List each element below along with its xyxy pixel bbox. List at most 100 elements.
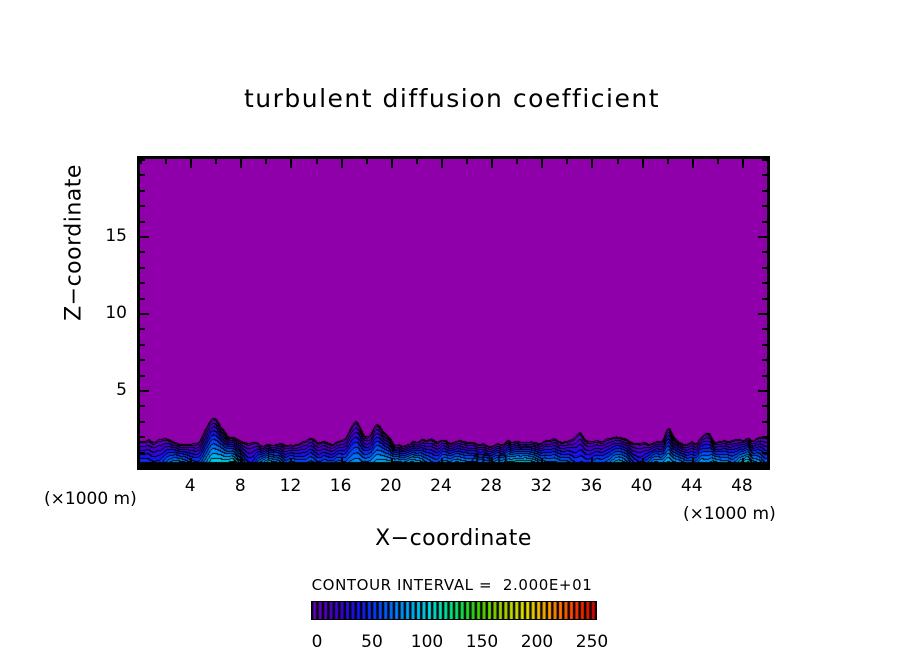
tick-mark xyxy=(240,458,243,467)
tick-mark xyxy=(762,467,767,469)
x-tick-label: 48 xyxy=(731,476,753,496)
tick-mark xyxy=(758,313,767,315)
tick-mark xyxy=(140,236,149,238)
x-tick-label: 44 xyxy=(680,476,703,496)
x-tick-label: 28 xyxy=(480,476,502,496)
colorbar-tick-label: 100 xyxy=(410,632,444,652)
tick-mark xyxy=(140,159,145,161)
tick-mark xyxy=(466,462,469,467)
tick-mark xyxy=(365,462,368,467)
tick-mark xyxy=(762,374,767,377)
tick-mark xyxy=(762,420,767,423)
tick-mark xyxy=(691,458,694,467)
tick-mark xyxy=(140,467,145,469)
tick-mark xyxy=(140,189,145,192)
tick-mark xyxy=(390,458,393,467)
tick-mark xyxy=(762,251,767,254)
tick-mark xyxy=(691,159,694,168)
tick-mark xyxy=(491,458,494,467)
contour-interval-caption: CONTOUR INTERVAL = 2.000E+01 xyxy=(311,576,593,594)
tick-mark xyxy=(140,374,145,377)
x-axis-title: X−coordinate xyxy=(375,526,532,551)
colorbar-tick-label: 250 xyxy=(575,632,609,652)
tick-mark xyxy=(415,462,418,467)
x-tick-label: 24 xyxy=(430,476,452,496)
tick-mark xyxy=(762,205,767,208)
x-tick-label: 16 xyxy=(329,476,352,496)
tick-mark xyxy=(265,159,268,164)
tick-mark xyxy=(762,297,767,300)
x-tick-label: 32 xyxy=(530,476,553,496)
tick-mark xyxy=(365,159,368,164)
tick-mark xyxy=(140,390,149,392)
tick-mark xyxy=(666,462,669,467)
tick-mark xyxy=(762,343,767,346)
tick-mark xyxy=(666,159,669,164)
tick-mark xyxy=(340,159,343,168)
x-tick-label: 36 xyxy=(580,476,603,496)
tick-mark xyxy=(541,159,544,168)
tick-mark xyxy=(741,458,744,467)
tick-mark xyxy=(190,458,193,467)
tick-mark xyxy=(140,436,145,439)
tick-mark xyxy=(491,159,494,168)
colorbar-tick-label: 200 xyxy=(520,632,554,652)
tick-mark xyxy=(140,328,145,331)
tick-mark xyxy=(440,159,443,168)
tick-mark xyxy=(140,343,145,346)
tick-mark xyxy=(591,159,594,168)
tick-mark xyxy=(762,328,767,331)
tick-mark xyxy=(140,220,145,223)
tick-mark xyxy=(762,451,767,454)
tick-mark xyxy=(566,159,569,164)
tick-mark xyxy=(165,159,168,164)
x-axis-units-right: (×1000 m) xyxy=(683,504,776,524)
y-axis-title: Z−coordinate xyxy=(61,164,87,321)
x-axis-units-left: (×1000 m) xyxy=(44,489,137,509)
tick-mark xyxy=(767,462,769,467)
y-tick-label: 10 xyxy=(105,303,127,323)
tick-mark xyxy=(140,313,149,315)
tick-mark xyxy=(741,159,744,168)
tick-mark xyxy=(616,159,619,164)
colorbar-canvas xyxy=(312,602,596,619)
colorbar xyxy=(311,601,597,620)
tick-mark xyxy=(762,189,767,192)
contour-plot-area xyxy=(137,156,770,470)
x-tick-label: 12 xyxy=(279,476,302,496)
tick-mark xyxy=(767,159,769,164)
tick-mark xyxy=(762,266,767,269)
tick-mark xyxy=(716,462,719,467)
page-title: turbulent diffusion coefficient xyxy=(243,84,661,113)
tick-mark xyxy=(762,220,767,223)
tick-mark xyxy=(762,405,767,408)
tick-mark xyxy=(762,159,767,161)
tick-mark xyxy=(140,420,145,423)
tick-mark xyxy=(215,159,218,164)
tick-mark xyxy=(758,236,767,238)
tick-mark xyxy=(140,405,145,408)
tick-mark xyxy=(140,205,145,208)
tick-mark xyxy=(315,159,318,164)
y-tick-label: 5 xyxy=(116,380,127,400)
tick-mark xyxy=(440,458,443,467)
tick-mark xyxy=(616,462,619,467)
tick-mark xyxy=(140,174,145,177)
tick-mark xyxy=(265,462,268,467)
x-tick-label: 4 xyxy=(184,476,196,496)
tick-mark xyxy=(240,159,243,168)
tick-mark xyxy=(340,458,343,467)
tick-mark xyxy=(762,282,767,285)
tick-mark xyxy=(140,462,142,467)
x-tick-label: 8 xyxy=(234,476,246,496)
x-tick-label: 20 xyxy=(379,476,402,496)
tick-mark xyxy=(290,159,293,168)
tick-mark xyxy=(290,458,293,467)
x-tick-label: 40 xyxy=(630,476,653,496)
tick-mark xyxy=(566,462,569,467)
tick-mark xyxy=(516,159,519,164)
tick-mark xyxy=(541,458,544,467)
tick-mark xyxy=(190,159,193,168)
colorbar-tick-label: 0 xyxy=(311,632,323,652)
tick-mark xyxy=(758,390,767,392)
